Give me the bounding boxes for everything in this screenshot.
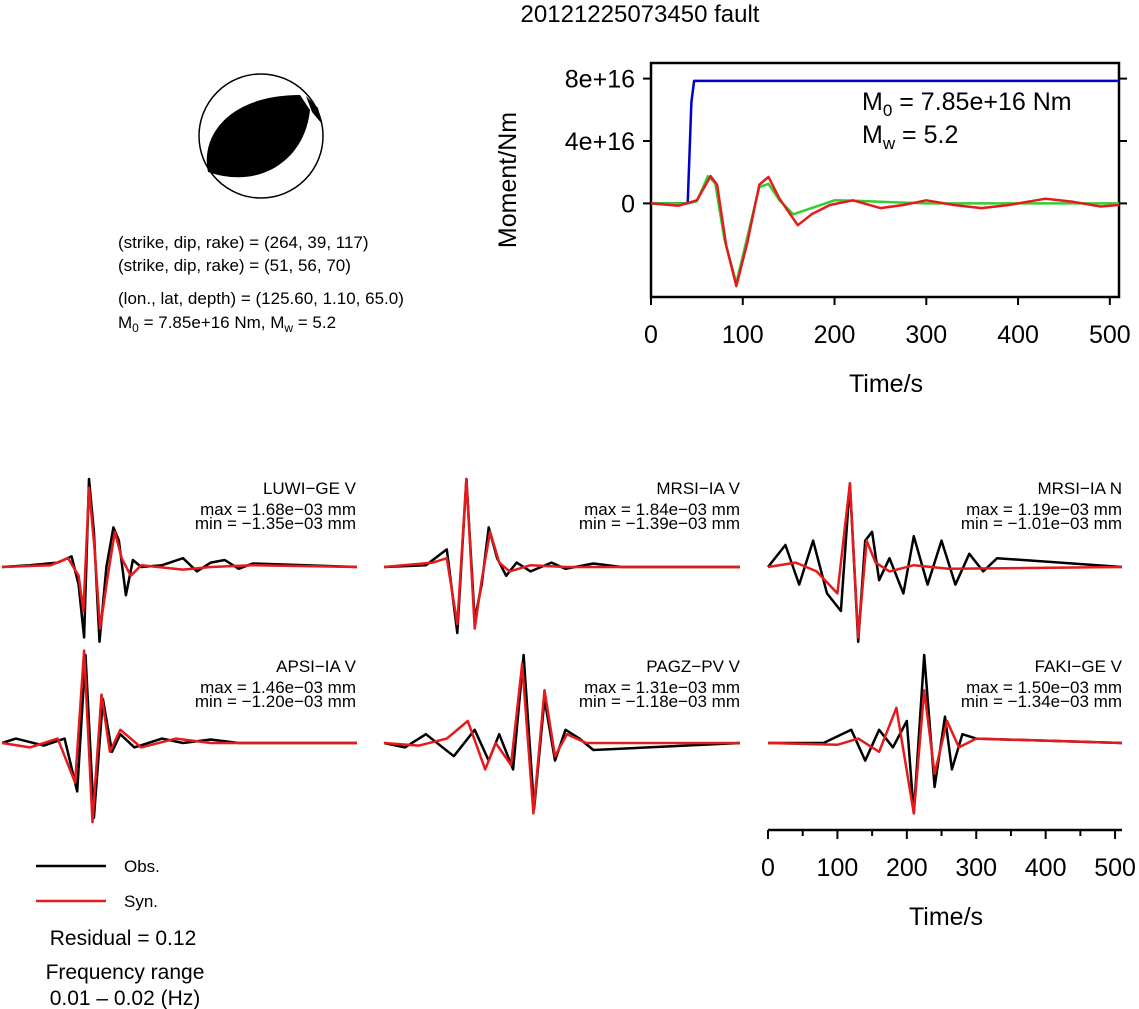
station-label: MRSI−IA V [656, 479, 740, 498]
moment-series-line-2 [650, 174, 1120, 288]
moment-xtick-label: 500 [1089, 321, 1131, 349]
moment-ytick-label: 4e+16 [565, 128, 635, 156]
moment-series-line-1 [651, 174, 1119, 285]
moment-xtick-label: 400 [997, 321, 1039, 349]
legend-obs-label: Obs. [124, 857, 160, 876]
moment-annotation-mw: Mw = 5.2 [862, 121, 958, 153]
beachball-icon [198, 73, 324, 199]
moment-x-axis: 0 100 200 300 400 500 [644, 297, 1131, 349]
moment-panel: 0 4e+16 8e+16 0 100 200 300 400 500 Moment/Nm T… [494, 61, 1131, 398]
waveform-xtick-label: 300 [955, 854, 997, 882]
frequency-range-value: 0.01 – 0.02 (Hz) [50, 987, 201, 1009]
station-max: max = 1.46e−03 mm [200, 678, 356, 697]
station-label: MRSI−IA N [1037, 479, 1122, 498]
waveform-time-axis: 0 100 200 300 400 500 [761, 828, 1136, 882]
moment-y-axis: 0 4e+16 8e+16 [565, 66, 1127, 218]
station-label: APSI−IA V [276, 657, 357, 676]
waveform-xtick-label: 100 [817, 854, 859, 882]
waveform-x-label: Time/s [909, 903, 983, 931]
legend: Obs. Syn. [36, 857, 160, 911]
station-min: min = −1.34e−03 mm [961, 692, 1122, 711]
station-label: LUWI−GE V [263, 479, 357, 498]
waveform-xtick-label: 200 [886, 854, 928, 882]
observed-trace [383, 653, 741, 811]
synthetic-trace [383, 477, 740, 630]
frequency-range-label: Frequency range [46, 961, 205, 984]
synthetic-trace [1, 486, 358, 630]
figure-title: 20121225073450 fault [521, 1, 760, 28]
event-location: (lon., lat, depth) = (125.60, 1.10, 65.0… [118, 289, 404, 308]
nodal-plane-1: (strike, dip, rake) = (264, 39, 117) [118, 233, 369, 252]
moment-x-label: Time/s [849, 370, 923, 398]
moment-xtick-label: 300 [905, 321, 947, 349]
moment-xtick-label: 0 [644, 321, 658, 349]
station-min: min = −1.39e−03 mm [579, 514, 740, 533]
synthetic-trace [767, 482, 1123, 639]
station-max: max = 1.31e−03 mm [584, 678, 740, 697]
synthetic-trace [767, 688, 1123, 815]
synthetic-trace [383, 662, 740, 815]
synthetic-trace [1, 649, 357, 824]
moment-series-group [650, 79, 1120, 288]
observed-trace [767, 482, 1123, 644]
waveform-xtick-label: 0 [761, 854, 775, 882]
moment-xtick-label: 100 [722, 321, 764, 349]
moment-ytick-label: 8e+16 [565, 66, 635, 94]
station-max: max = 1.68e−03 mm [200, 500, 356, 519]
station-label: PAGZ−PV V [646, 657, 740, 676]
waveform-xtick-label: 400 [1025, 854, 1067, 882]
moment-y-label: Moment/Nm [494, 112, 522, 248]
station-min: min = −1.01e−03 mm [961, 514, 1122, 533]
station-max: max = 1.50e−03 mm [966, 678, 1122, 697]
station-max: max = 1.19e−03 mm [966, 500, 1122, 519]
waveform-xtick-label: 500 [1094, 854, 1136, 882]
moment-plot-frame [649, 61, 1121, 299]
nodal-plane-2: (strike, dip, rake) = (51, 56, 70) [118, 256, 351, 275]
observed-trace [1, 477, 358, 644]
station-min: min = −1.18e−03 mm [579, 692, 740, 711]
station-min: min = −1.35e−03 mm [195, 514, 356, 533]
residual-text: Residual = 0.12 [50, 927, 197, 950]
legend-syn-label: Syn. [124, 892, 158, 911]
station-min: min = −1.20e−03 mm [195, 692, 356, 711]
station-max: max = 1.84e−03 mm [584, 500, 740, 519]
moment-ytick-label: 0 [621, 190, 635, 218]
moment-xtick-label: 200 [814, 321, 856, 349]
moment-annotation-m0: M0 = 7.85e+16 Nm [862, 88, 1072, 120]
station-label: FAKI−GE V [1035, 657, 1123, 676]
moment-summary: M0 = 7.85e+16 Nm, Mw = 5.2 [118, 313, 336, 335]
